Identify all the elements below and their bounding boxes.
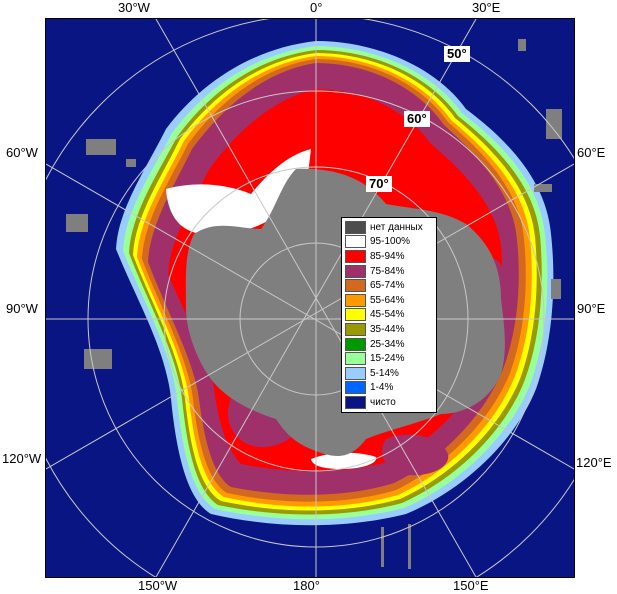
legend-swatch [345, 249, 366, 263]
lon-label-60e: 60°E [577, 145, 606, 160]
legend-label: 95-100% [370, 236, 411, 248]
meridian-60e-120w [46, 163, 574, 470]
lon-label-90w: 90°W [6, 301, 38, 316]
lat-label-50: 50° [444, 46, 470, 62]
legend-swatch [345, 220, 366, 234]
legend-swatch [345, 279, 366, 293]
land-speck [408, 524, 411, 569]
legend-label: 65-74% [370, 280, 405, 292]
legend-swatch [345, 337, 366, 351]
legend-item: чисто [345, 395, 433, 410]
legend-item: 75-84% [345, 264, 433, 279]
land-speck [66, 214, 88, 232]
legend-swatch [345, 381, 366, 395]
polar-map [46, 19, 574, 577]
land-speck [84, 349, 112, 369]
legend-swatch [345, 395, 366, 409]
land-speck [546, 109, 562, 139]
legend-label: 35-44% [370, 323, 405, 335]
legend-label: 15-24% [370, 353, 405, 365]
map-frame [45, 18, 575, 578]
legend-swatch [345, 322, 366, 336]
legend-label: 5-14% [370, 367, 399, 379]
legend-item: нет данных [345, 220, 433, 235]
legend-swatch [345, 352, 366, 366]
lon-label-30w: 30°W [118, 0, 150, 15]
legend-swatch [345, 235, 366, 249]
land-speck [534, 184, 552, 192]
lon-label-150e: 150°E [453, 578, 489, 593]
land-speck [518, 39, 526, 51]
lat-label-60: 60° [404, 111, 430, 127]
lon-label-90e: 90°E [577, 301, 606, 316]
legend-item: 35-44% [345, 322, 433, 337]
legend-item: 25-34% [345, 337, 433, 352]
legend-item: 55-64% [345, 293, 433, 308]
legend-label: 45-54% [370, 309, 405, 321]
lon-label-120w: 120°W [2, 451, 42, 466]
land-speck [551, 279, 561, 299]
legend-swatch [345, 293, 366, 307]
legend-item: 15-24% [345, 351, 433, 366]
land-speck [381, 527, 384, 567]
concentration-legend: нет данных 95-100% 85-94% 75-84% 65-74% 55-64… [341, 217, 437, 413]
legend-label: 25-34% [370, 338, 405, 350]
lon-label-30e: 30°E [472, 0, 501, 15]
legend-swatch [345, 366, 366, 380]
legend-item: 95-100% [345, 235, 433, 250]
legend-label: 1-4% [370, 382, 394, 394]
legend-item: 1-4% [345, 381, 433, 396]
land-speck [86, 139, 116, 155]
legend-label: чисто [370, 396, 396, 408]
lat-label-70: 70° [366, 176, 392, 192]
lon-label-180: 180° [293, 578, 320, 593]
lon-label-60w: 60°W [6, 145, 38, 160]
legend-label: 75-84% [370, 265, 405, 277]
land-speck [126, 159, 136, 167]
legend-item: 45-54% [345, 308, 433, 323]
lon-label-120e: 120°E [576, 455, 612, 470]
legend-swatch [345, 264, 366, 278]
legend-swatch [345, 308, 366, 322]
lon-label-150w: 150°W [138, 578, 178, 593]
legend-label: 55-64% [370, 294, 405, 306]
ice-patch-75-84 [382, 434, 449, 476]
legend-item: 5-14% [345, 366, 433, 381]
lon-label-0: 0° [310, 0, 323, 15]
legend-item: 85-94% [345, 249, 433, 264]
legend-item: 65-74% [345, 278, 433, 293]
legend-label: 85-94% [370, 250, 405, 262]
legend-label: нет данных [370, 221, 423, 233]
ice-95-100 [166, 149, 311, 235]
